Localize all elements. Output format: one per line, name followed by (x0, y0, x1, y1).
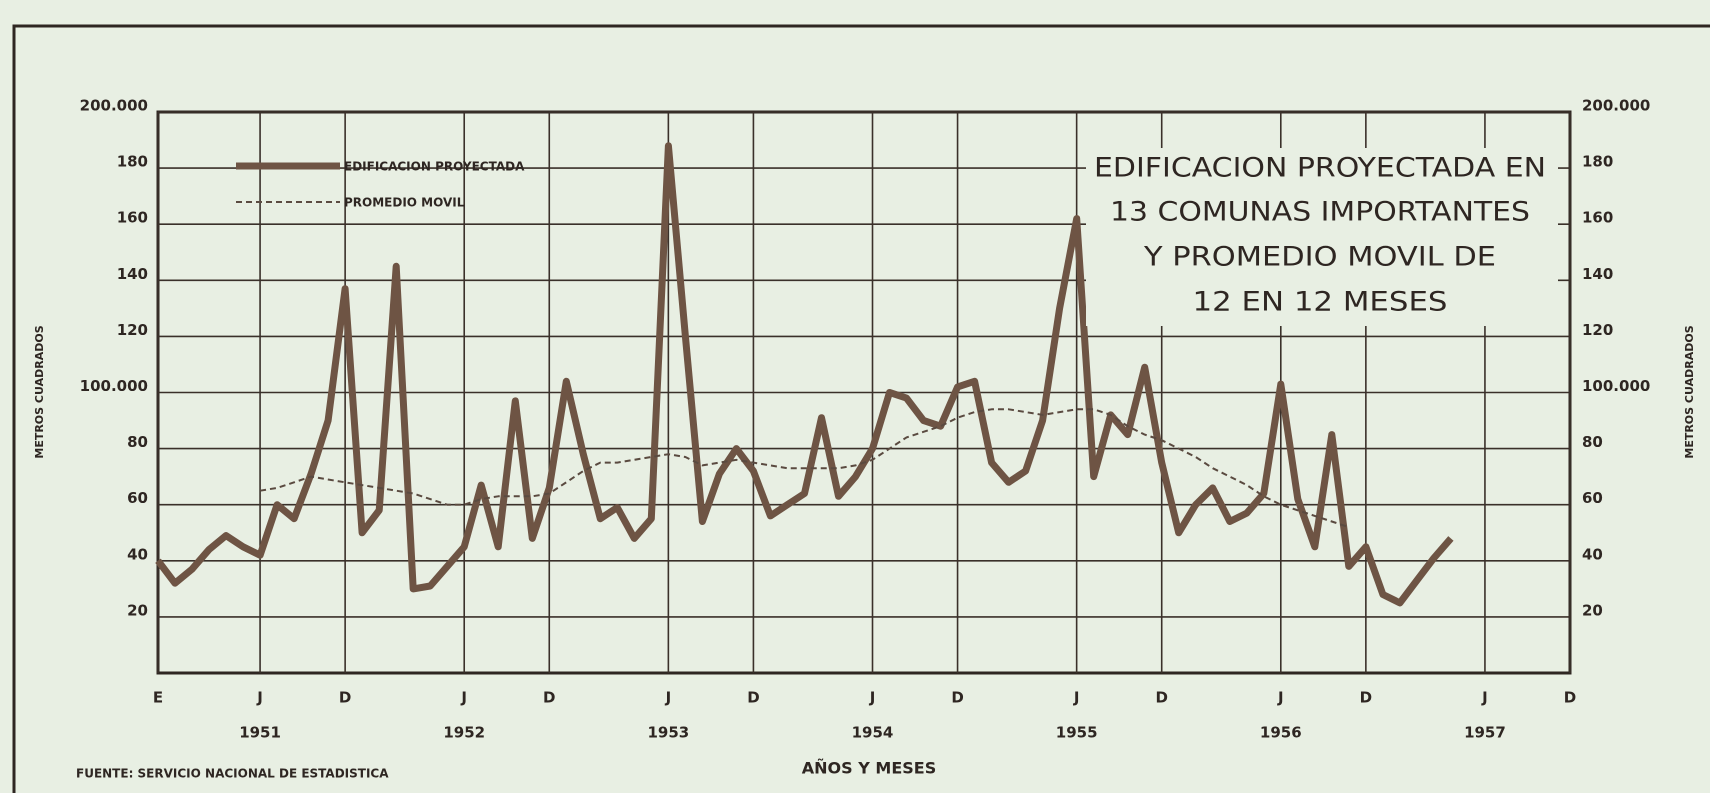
x-tick-label: D (1360, 689, 1372, 707)
x-tick-label: D (339, 689, 351, 707)
y-tick-label: 140 (117, 265, 148, 283)
y-tick-label: 120 (117, 321, 148, 339)
y-tick-label-right: 100.000 (1582, 377, 1650, 395)
y-tick-label-right: 120 (1582, 321, 1613, 339)
title-backdrop (1086, 148, 1558, 326)
year-label: 1951 (239, 724, 281, 742)
x-tick-label: D (1155, 689, 1167, 707)
y-tick-label-right: 180 (1582, 153, 1613, 171)
data-line (155, 142, 1454, 607)
y-tick-label: 60 (127, 489, 148, 507)
y-tick-label-right: 160 (1582, 209, 1613, 227)
legend-label: EDIFICACION PROYECTADA (344, 160, 525, 174)
y-axis-label: METROS CUADRADOS (33, 325, 46, 458)
x-tick-label: D (747, 689, 759, 707)
y-tick-label: 160 (117, 209, 148, 227)
x-tick-label: J (1277, 689, 1284, 707)
source: FUENTE: SERVICIO NACIONAL DE ESTADISTICA (76, 767, 389, 781)
y-axis-label-right: METROS CUADRADOS (1683, 325, 1696, 458)
y-tick-label-right: 40 (1582, 545, 1603, 563)
x-tick-label: J (665, 689, 672, 707)
x-tick-label: J (256, 689, 263, 707)
year-label: 1952 (443, 724, 485, 742)
x-tick-label: J (1481, 689, 1488, 707)
y-tick-label-right: 140 (1582, 265, 1613, 283)
title-line: EDIFICACION PROYECTADA EN (1094, 153, 1546, 184)
x-axis-label: AÑOS Y MESES (802, 759, 936, 778)
y-tick-label-right: 200.000 (1582, 97, 1650, 115)
year-label: 1955 (1056, 724, 1098, 742)
legend-label: PROMEDIO MOVIL (344, 196, 465, 210)
y-tick-label: 40 (127, 545, 148, 563)
y-tick-label: 80 (127, 433, 148, 451)
year-label: 1953 (647, 724, 689, 742)
y-tick-label-right: 80 (1582, 433, 1603, 451)
x-tick-label: D (951, 689, 963, 707)
x-tick-label: D (1564, 689, 1576, 707)
year-label: 1956 (1260, 724, 1302, 742)
marks (155, 142, 1454, 607)
x-tick-label: E (153, 689, 163, 707)
year-label: 1957 (1464, 724, 1506, 742)
title-line: Y PROMEDIO MOVIL DE (1143, 242, 1496, 273)
year-label: 1954 (852, 724, 894, 742)
x-tick-label: J (460, 689, 467, 707)
title-line: 12 EN 12 MESES (1193, 287, 1448, 318)
y-tick-label: 20 (127, 601, 148, 619)
x-tick-label: J (869, 689, 876, 707)
y-tick-label: 200.000 (80, 97, 148, 115)
moving-average-line (259, 408, 1350, 529)
x-tick-label: J (1073, 689, 1080, 707)
y-tick-label-right: 20 (1582, 601, 1603, 619)
y-tick-label: 180 (117, 153, 148, 171)
frame (12, 24, 1710, 793)
title-line: 13 COMUNAS IMPORTANTES (1110, 197, 1530, 228)
y-tick-label: 100.000 (80, 377, 148, 395)
y-tick-label-right: 60 (1582, 489, 1603, 507)
x-tick-label: D (543, 689, 555, 707)
